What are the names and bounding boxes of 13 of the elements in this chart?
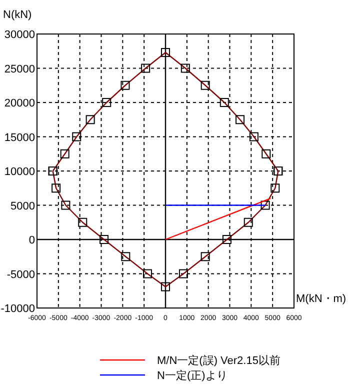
y-tick-label: 0 [28, 234, 35, 246]
y-tick-label: -5000 [6, 268, 35, 281]
y-axis-title: N(kN) [3, 9, 32, 21]
y-tick-label: 20000 [4, 98, 35, 110]
legend-label: N一定(正)より [157, 369, 228, 382]
x-axis-title: M(kN・m) [296, 293, 346, 305]
y-tick-label: 10000 [4, 166, 35, 178]
y-tick-label: -10000 [0, 303, 35, 315]
legend-label: M/N一定(誤) Ver2.15以前 [157, 354, 280, 367]
y-tick-label: 25000 [4, 63, 35, 76]
y-tick-label: 30000 [4, 29, 35, 41]
y-tick-label: 15000 [4, 132, 35, 144]
y-tick-label: 5000 [10, 200, 35, 212]
